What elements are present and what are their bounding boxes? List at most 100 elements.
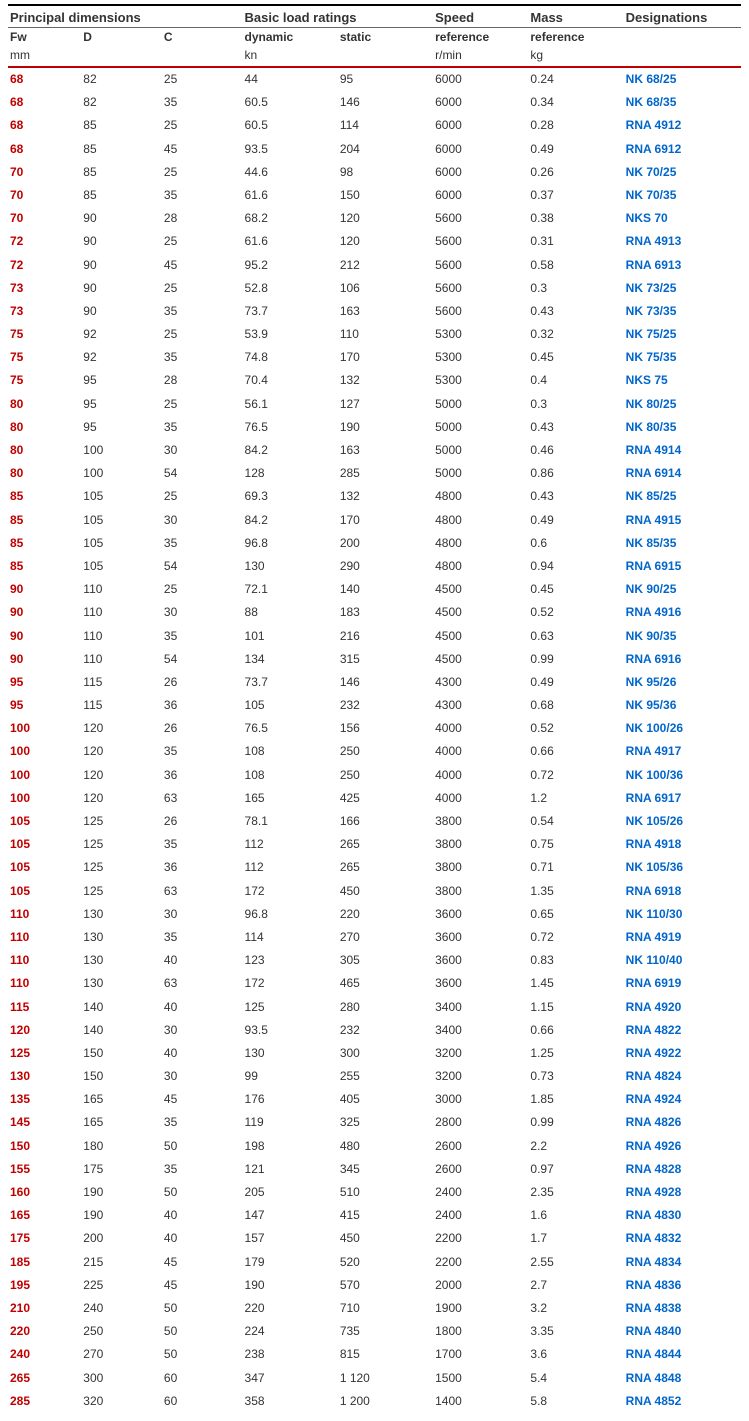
designation-link[interactable]: RNA 6918 [626, 884, 682, 898]
cell-static: 265 [338, 833, 433, 856]
cell-mass: 1.35 [528, 880, 623, 903]
subheader-speed-ref: reference [433, 28, 528, 47]
cell-static: 106 [338, 277, 433, 300]
table-row: 1651904014741524001.6RNA 4830 [8, 1204, 741, 1227]
designation-link[interactable]: RNA 6919 [626, 976, 682, 990]
cell-fw: 105 [8, 810, 81, 833]
designation-link[interactable]: NK 100/36 [626, 768, 683, 782]
cell-speed: 1400 [433, 1390, 528, 1413]
cell-d: 190 [81, 1204, 162, 1227]
designation-link[interactable]: NK 95/36 [626, 698, 677, 712]
cell-dynamic: 347 [243, 1367, 338, 1390]
cell-d: 270 [81, 1343, 162, 1366]
designation-link[interactable]: RNA 6914 [626, 466, 682, 480]
table-row: 851053084.217048000.49RNA 4915 [8, 509, 741, 532]
designation-link[interactable]: NK 100/26 [626, 721, 683, 735]
designation-link[interactable]: RNA 4914 [626, 443, 682, 457]
designation-link[interactable]: RNA 4924 [626, 1092, 682, 1106]
cell-static: 270 [338, 926, 433, 949]
designation-link[interactable]: NK 73/25 [626, 281, 677, 295]
designation-link[interactable]: RNA 6916 [626, 652, 682, 666]
table-header: Principal dimensions Basic load ratings … [8, 5, 741, 67]
designation-link[interactable]: RNA 4919 [626, 930, 682, 944]
table-row: 1001203610825040000.72NK 100/36 [8, 764, 741, 787]
designation-link[interactable]: RNA 6917 [626, 791, 682, 805]
designation-link[interactable]: RNA 4928 [626, 1185, 682, 1199]
cell-designation: NKS 75 [624, 369, 741, 392]
cell-static: 98 [338, 161, 433, 184]
cell-static: 232 [338, 1019, 433, 1042]
designation-link[interactable]: RNA 6913 [626, 258, 682, 272]
designation-link[interactable]: RNA 4836 [626, 1278, 682, 1292]
designation-link[interactable]: NK 90/35 [626, 629, 677, 643]
cell-fw: 100 [8, 787, 81, 810]
designation-link[interactable]: RNA 4834 [626, 1255, 682, 1269]
designation-link[interactable]: RNA 4822 [626, 1023, 682, 1037]
designation-link[interactable]: NKS 70 [626, 211, 668, 225]
cell-fw: 100 [8, 740, 81, 763]
designation-link[interactable]: RNA 4915 [626, 513, 682, 527]
designation-link[interactable]: NK 105/26 [626, 814, 683, 828]
designation-link[interactable]: RNA 4917 [626, 744, 682, 758]
cell-c: 25 [162, 114, 243, 137]
designation-link[interactable]: NK 95/26 [626, 675, 677, 689]
cell-d: 110 [81, 648, 162, 671]
designation-link[interactable]: RNA 4838 [626, 1301, 682, 1315]
designation-link[interactable]: NKS 75 [626, 373, 668, 387]
designation-link[interactable]: NK 85/35 [626, 536, 677, 550]
designation-link[interactable]: RNA 4824 [626, 1069, 682, 1083]
designation-link[interactable]: RNA 4844 [626, 1347, 682, 1361]
cell-c: 35 [162, 1111, 243, 1134]
designation-link[interactable]: RNA 4918 [626, 837, 682, 851]
designation-link[interactable]: RNA 6915 [626, 559, 682, 573]
designation-link[interactable]: NK 75/25 [626, 327, 677, 341]
table-row: 851055413029048000.94RNA 6915 [8, 555, 741, 578]
cell-c: 35 [162, 300, 243, 323]
cell-static: 265 [338, 856, 433, 879]
designation-link[interactable]: RNA 4852 [626, 1394, 682, 1408]
designation-link[interactable]: RNA 4912 [626, 118, 682, 132]
cell-dynamic: 56.1 [243, 393, 338, 416]
designation-link[interactable]: RNA 4848 [626, 1371, 682, 1385]
cell-speed: 3800 [433, 880, 528, 903]
cell-static: 250 [338, 740, 433, 763]
cell-mass: 0.68 [528, 694, 623, 717]
designation-link[interactable]: NK 73/35 [626, 304, 677, 318]
cell-d: 85 [81, 184, 162, 207]
designation-link[interactable]: NK 70/25 [626, 165, 677, 179]
designation-link[interactable]: NK 90/25 [626, 582, 677, 596]
cell-d: 110 [81, 578, 162, 601]
designation-link[interactable]: RNA 4830 [626, 1208, 682, 1222]
designation-link[interactable]: RNA 4922 [626, 1046, 682, 1060]
cell-designation: NK 75/35 [624, 346, 741, 369]
designation-link[interactable]: RNA 4916 [626, 605, 682, 619]
designation-link[interactable]: NK 68/35 [626, 95, 677, 109]
table-row: 951153610523243000.68NK 95/36 [8, 694, 741, 717]
cell-fw: 70 [8, 207, 81, 230]
designation-link[interactable]: RNA 4832 [626, 1231, 682, 1245]
designation-link[interactable]: NK 75/35 [626, 350, 677, 364]
designation-link[interactable]: NK 110/40 [626, 953, 683, 967]
cell-mass: 1.15 [528, 996, 623, 1019]
designation-link[interactable]: RNA 4920 [626, 1000, 682, 1014]
designation-link[interactable]: RNA 6912 [626, 142, 682, 156]
subheader-fw: Fw [8, 28, 81, 47]
cell-mass: 0.45 [528, 346, 623, 369]
cell-mass: 0.52 [528, 717, 623, 740]
designation-link[interactable]: NK 68/25 [626, 72, 677, 86]
cell-speed: 4500 [433, 578, 528, 601]
designation-link[interactable]: RNA 4926 [626, 1139, 682, 1153]
designation-link[interactable]: NK 80/35 [626, 420, 677, 434]
designation-link[interactable]: RNA 4826 [626, 1115, 682, 1129]
designation-link[interactable]: RNA 4840 [626, 1324, 682, 1338]
designation-link[interactable]: NK 110/30 [626, 907, 683, 921]
designation-link[interactable]: RNA 4913 [626, 234, 682, 248]
designation-link[interactable]: NK 70/35 [626, 188, 677, 202]
cell-designation: RNA 6912 [624, 138, 741, 161]
designation-link[interactable]: NK 85/25 [626, 489, 677, 503]
cell-fw: 265 [8, 1367, 81, 1390]
designation-link[interactable]: RNA 4828 [626, 1162, 682, 1176]
designation-link[interactable]: NK 80/25 [626, 397, 677, 411]
designation-link[interactable]: NK 105/36 [626, 860, 683, 874]
cell-c: 25 [162, 323, 243, 346]
